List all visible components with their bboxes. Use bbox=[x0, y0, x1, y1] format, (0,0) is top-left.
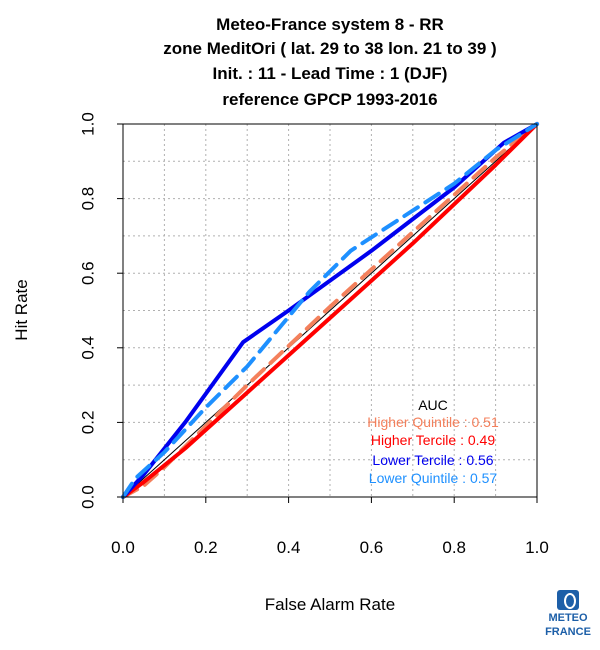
series-line-3 bbox=[121, 122, 539, 499]
logo-text-line-1: METEO bbox=[548, 612, 588, 624]
meteo-france-logo: METEO FRANCE bbox=[538, 590, 598, 638]
x-tick-label-3: 0.6 bbox=[360, 538, 384, 557]
legend: Higher Quintile : 0.51 Higher Tercile : 0… bbox=[367, 414, 499, 486]
x-axis: 0.0 0.2 0.4 0.6 0.8 1.0 bbox=[111, 497, 549, 557]
legend-title: AUC bbox=[418, 397, 448, 413]
y-tick-label-5: 1.0 bbox=[79, 112, 98, 136]
x-tick-label-4: 0.8 bbox=[442, 538, 466, 557]
y-axis: 0.0 0.2 0.4 0.6 0.8 1.0 bbox=[79, 112, 123, 509]
x-axis-title: False Alarm Rate bbox=[265, 595, 395, 614]
y-tick-label-3: 0.6 bbox=[79, 261, 98, 285]
y-axis-title: Hit Rate bbox=[12, 279, 31, 340]
y-tick-label-2: 0.4 bbox=[79, 336, 98, 360]
legend-entry-0: Higher Quintile : 0.51 bbox=[367, 414, 499, 430]
y-tick-label-1: 0.2 bbox=[79, 411, 98, 435]
series-line-0 bbox=[121, 122, 539, 499]
series-group bbox=[121, 122, 539, 499]
series-line-1 bbox=[121, 122, 539, 499]
diagonal-reference bbox=[122, 123, 538, 498]
title-line-2: zone MeditOri ( lat. 29 to 38 lon. 21 to… bbox=[163, 39, 496, 58]
legend-entry-1: Higher Tercile : 0.49 bbox=[371, 432, 495, 448]
diagonal-line bbox=[122, 123, 538, 498]
meteo-france-logo-icon bbox=[557, 590, 579, 610]
title-line-3: Init. : 11 - Lead Time : 1 (DJF) bbox=[213, 64, 448, 83]
plot-frame bbox=[122, 123, 538, 498]
title-line-1: Meteo-France system 8 - RR bbox=[216, 15, 444, 34]
logo-text-line-2: FRANCE bbox=[545, 626, 591, 638]
x-tick-label-0: 0.0 bbox=[111, 538, 135, 557]
x-tick-label-1: 0.2 bbox=[194, 538, 218, 557]
y-tick-label-0: 0.0 bbox=[79, 485, 98, 509]
title-line-4: reference GPCP 1993-2016 bbox=[222, 90, 437, 109]
legend-entry-2: Lower Tercile : 0.56 bbox=[372, 452, 493, 468]
y-tick-label-4: 0.8 bbox=[79, 187, 98, 211]
legend-entry-3: Lower Quintile : 0.57 bbox=[369, 470, 498, 486]
x-tick-label-2: 0.4 bbox=[277, 538, 301, 557]
x-tick-label-5: 1.0 bbox=[525, 538, 549, 557]
